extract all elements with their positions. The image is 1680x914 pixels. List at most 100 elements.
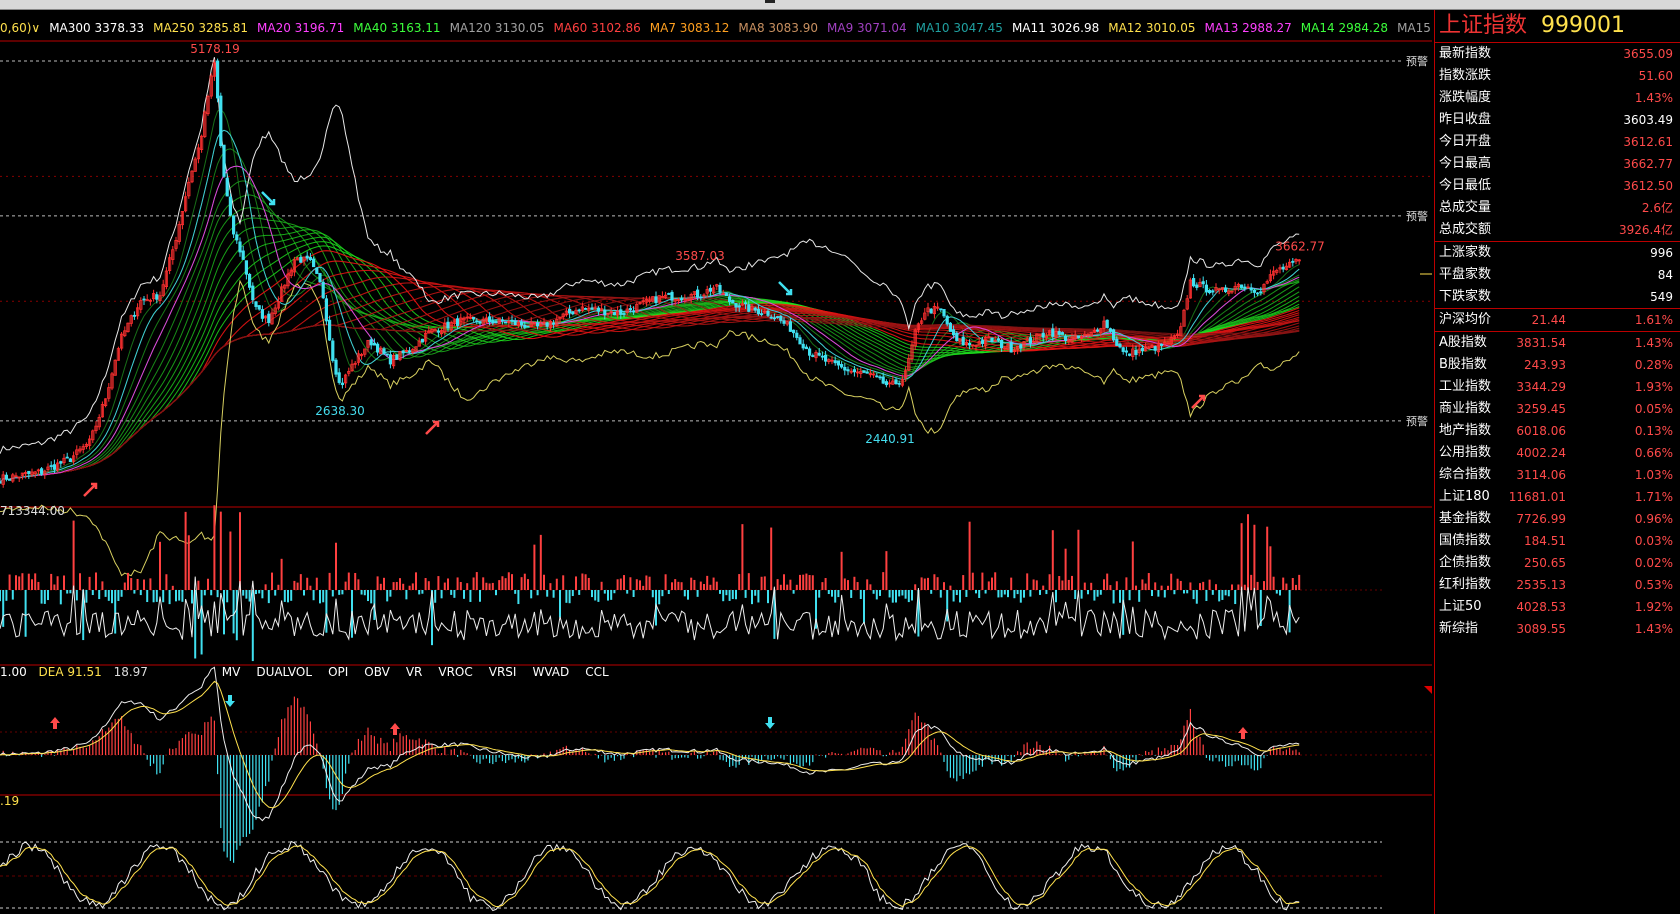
candle-body — [1268, 274, 1272, 282]
candle-body — [1169, 337, 1173, 345]
quote-value: 250.65 — [1524, 556, 1566, 570]
avg-price-label: 沪深均价 — [1439, 312, 1492, 327]
volume-bar — [75, 590, 78, 601]
volume-bar — [1243, 584, 1246, 590]
volume-bar — [139, 590, 142, 596]
candle-body — [1211, 290, 1215, 293]
volume-bar — [683, 590, 686, 597]
candle-body — [859, 370, 863, 375]
quote-row[interactable]: 企债指数 250.65 0.02% — [1435, 552, 1680, 574]
indicator-tab-obv[interactable]: OBV — [364, 665, 390, 679]
indicator-tab-opi[interactable]: OPI — [328, 665, 349, 679]
quote-row[interactable]: 新综指 3089.55 1.43% — [1435, 618, 1680, 640]
volume-bar — [594, 590, 597, 601]
candle-body — [193, 158, 197, 172]
legend-prefix[interactable]: 0,60)∨ — [0, 21, 41, 35]
window-grip[interactable] — [765, 0, 775, 3]
volume-bar — [200, 590, 203, 655]
volume-bar — [1023, 590, 1025, 598]
ma-legend-item: MA300 3378.33 — [49, 21, 145, 35]
candle-body — [612, 312, 617, 316]
volume-bar — [959, 590, 961, 603]
quote-row[interactable]: 国债指数 184.51 0.03% — [1435, 530, 1680, 552]
avg-price-row[interactable]: 沪深均价 21.44 1.61% — [1435, 308, 1680, 331]
quote-row[interactable]: 上涨家数 996 — [1435, 242, 1680, 264]
indicator-tab-ccl[interactable]: CCL — [585, 665, 609, 679]
candle-body — [33, 471, 37, 475]
candle-body — [945, 315, 949, 325]
volume-bar — [475, 572, 478, 590]
quote-row[interactable]: 公用指数 4002.24 0.66% — [1435, 442, 1680, 464]
indicator-tab-vroc[interactable]: VROC — [438, 665, 473, 679]
quote-label: B股指数 — [1439, 357, 1487, 372]
candle-body — [971, 344, 975, 347]
quote-row[interactable]: 昨日收盘 3603.49 — [1435, 109, 1680, 131]
volume-bar — [882, 572, 885, 590]
quote-pct: 1.71% — [1634, 490, 1673, 504]
quote-row[interactable]: 下跌家数 549 — [1435, 286, 1680, 308]
ma-ribbon-green — [0, 207, 1300, 484]
quote-row[interactable]: 今日最高 3662.77 — [1435, 153, 1680, 175]
volume-bar — [1058, 576, 1061, 590]
quote-row[interactable]: 地产指数 6018.06 0.13% — [1435, 420, 1680, 442]
volume-bar — [1176, 578, 1179, 590]
candle-body — [1064, 335, 1068, 341]
volume-bar — [379, 583, 382, 590]
candle-body — [1246, 286, 1250, 289]
quote-row[interactable]: B股指数 243.93 0.28% — [1435, 354, 1680, 376]
candle-body — [731, 299, 735, 304]
volume-bar — [1125, 577, 1128, 590]
quote-row[interactable]: 今日最低 3612.50 — [1435, 175, 1680, 197]
chart-area[interactable]: 预警 预警 预警 5178.19 2638.30 3587.03 2440.91 3662.7… — [0, 10, 1432, 914]
arrow-down-icon — [765, 717, 775, 729]
candle-body — [257, 305, 261, 310]
quote-row[interactable]: 红利指数 2535.13 0.53% — [1435, 574, 1680, 596]
candle-body — [606, 312, 610, 315]
chart-svg[interactable]: 预警预警预警5178.192638.303587.032440.913662.7… — [0, 10, 1432, 914]
quote-value: 243.93 — [1524, 358, 1566, 372]
candle-body — [1291, 260, 1295, 263]
quote-pct: 1.43% — [1634, 336, 1673, 350]
quote-row[interactable]: A股指数 3831.54 1.43% — [1435, 332, 1680, 354]
quote-row[interactable]: 上证50 4028.53 1.92% — [1435, 596, 1680, 618]
quote-row[interactable]: 商业指数 3259.45 0.05% — [1435, 398, 1680, 420]
candle-body — [1188, 279, 1192, 299]
candle-body — [1019, 344, 1023, 349]
candle-body — [327, 319, 332, 341]
candle-body — [1208, 290, 1212, 294]
volume-bar — [677, 581, 680, 590]
volume-bar — [575, 576, 577, 590]
candle-body — [1236, 283, 1240, 288]
candle-body — [692, 291, 697, 295]
quote-row[interactable]: 综合指数 3114.06 1.03% — [1435, 464, 1680, 486]
quote-row[interactable]: 今日开盘 3612.61 — [1435, 131, 1680, 153]
quote-row[interactable]: 总成交量 2.6亿 — [1435, 197, 1680, 219]
volume-bar — [1259, 590, 1262, 627]
indicator-tab-vr[interactable]: VR — [405, 665, 423, 679]
indicator-tab-vrsi[interactable]: VRSI — [488, 665, 517, 679]
volume-bar — [274, 590, 277, 596]
quote-row[interactable]: 工业指数 3344.29 1.93% — [1435, 376, 1680, 398]
candle-body — [7, 478, 12, 481]
volume-bar — [482, 577, 485, 590]
volume-bar — [383, 577, 385, 590]
indicator-tab-dualvol[interactable]: DUALVOL — [256, 665, 313, 679]
quote-row[interactable]: 涨跌幅度 1.43% — [1435, 87, 1680, 109]
quote-value: 2.6亿 — [1641, 201, 1673, 215]
volume-bar — [485, 582, 488, 590]
candle-body — [276, 301, 281, 309]
quote-row[interactable]: 上证180 11681.01 1.71% — [1435, 486, 1680, 508]
indicator-tab-wvad[interactable]: WVAD — [532, 665, 570, 679]
quote-row[interactable]: 基金指数 7726.99 0.96% — [1435, 508, 1680, 530]
volume-bar — [171, 585, 174, 590]
quote-row[interactable]: 指数涨跌 51.60 — [1435, 65, 1680, 87]
volume-bar — [661, 590, 664, 597]
volume-bar — [613, 590, 616, 594]
quote-row[interactable]: 平盘家数 84 — [1435, 264, 1680, 286]
indicator-tab-mv[interactable]: MV — [221, 665, 241, 679]
quote-row[interactable]: 总成交额 3926.4亿 — [1435, 219, 1680, 241]
volume-bar — [559, 590, 561, 618]
volume-bar — [943, 582, 945, 590]
volume-bar — [216, 590, 219, 598]
quote-row[interactable]: 最新指数 3655.09 — [1435, 43, 1680, 65]
